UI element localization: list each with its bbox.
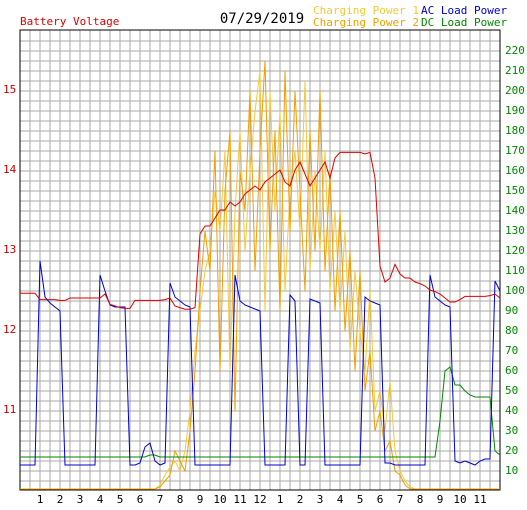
y2-tick-label: 210 bbox=[505, 64, 525, 77]
x-tick-label: 6 bbox=[137, 493, 144, 506]
x-tick-label: 1 bbox=[277, 493, 284, 506]
x-tick-label: 7 bbox=[397, 493, 404, 506]
y2-tick-label: 220 bbox=[505, 44, 525, 57]
x-tick-label: 5 bbox=[117, 493, 124, 506]
chart-title: 07/29/2019 bbox=[220, 11, 304, 27]
y2-tick-label: 40 bbox=[505, 404, 518, 417]
legend-entry: Charging Power 2 bbox=[313, 16, 419, 29]
y2-tick-label: 30 bbox=[505, 424, 518, 437]
y2-tick-label: 90 bbox=[505, 304, 518, 317]
x-tick-label: 1 bbox=[37, 493, 44, 506]
x-tick-label: 6 bbox=[377, 493, 384, 506]
y2-tick-label: 140 bbox=[505, 204, 525, 217]
y2-tick-label: 10 bbox=[505, 464, 518, 477]
series-line bbox=[20, 60, 500, 490]
y-tick-label: 13 bbox=[3, 243, 16, 256]
legend-entry: Battery Voltage bbox=[20, 15, 119, 28]
x-tick-label: 10 bbox=[453, 493, 466, 506]
y2-tick-label: 160 bbox=[505, 164, 525, 177]
x-tick-label: 7 bbox=[157, 493, 164, 506]
legend-entry: AC Load Power bbox=[421, 4, 507, 17]
y-tick-label: 11 bbox=[3, 403, 16, 416]
y-tick-label: 12 bbox=[3, 323, 16, 336]
x-tick-label: 8 bbox=[417, 493, 424, 506]
legend-entry: DC Load Power bbox=[421, 16, 507, 29]
y2-tick-label: 20 bbox=[505, 444, 518, 457]
y2-tick-label: 100 bbox=[505, 284, 525, 297]
x-tick-label: 5 bbox=[357, 493, 364, 506]
x-tick-label: 3 bbox=[317, 493, 324, 506]
y-tick-label: 15 bbox=[3, 83, 16, 96]
x-tick-label: 11 bbox=[233, 493, 246, 506]
y2-tick-label: 50 bbox=[505, 384, 518, 397]
y2-tick-label: 150 bbox=[505, 184, 525, 197]
y2-tick-label: 190 bbox=[505, 104, 525, 117]
x-tick-label: 8 bbox=[177, 493, 184, 506]
series-line bbox=[20, 260, 501, 466]
x-tick-label: 4 bbox=[337, 493, 344, 506]
x-tick-label: 3 bbox=[77, 493, 84, 506]
x-tick-label: 11 bbox=[473, 493, 486, 506]
x-tick-label: 2 bbox=[57, 493, 64, 506]
x-tick-label: 4 bbox=[97, 493, 104, 506]
series-line bbox=[20, 151, 501, 310]
x-tick-label: 10 bbox=[213, 493, 226, 506]
y2-tick-label: 130 bbox=[505, 224, 525, 237]
y2-tick-label: 180 bbox=[505, 124, 525, 137]
x-tick-label: 9 bbox=[197, 493, 204, 506]
y-tick-label: 14 bbox=[3, 163, 17, 176]
series-line bbox=[20, 366, 501, 458]
y2-tick-label: 170 bbox=[505, 144, 525, 157]
y2-tick-label: 110 bbox=[505, 264, 525, 277]
y2-tick-label: 80 bbox=[505, 324, 518, 337]
plot-frame bbox=[19, 29, 501, 491]
y2-tick-label: 200 bbox=[505, 84, 525, 97]
x-tick-label: 9 bbox=[437, 493, 444, 506]
legend-entry: Charging Power 1 bbox=[313, 4, 419, 17]
x-tick-label: 12 bbox=[253, 493, 266, 506]
x-tick-label: 2 bbox=[297, 493, 304, 506]
y2-tick-label: 60 bbox=[505, 364, 518, 377]
y2-tick-label: 70 bbox=[505, 344, 518, 357]
y2-tick-label: 120 bbox=[505, 244, 525, 257]
